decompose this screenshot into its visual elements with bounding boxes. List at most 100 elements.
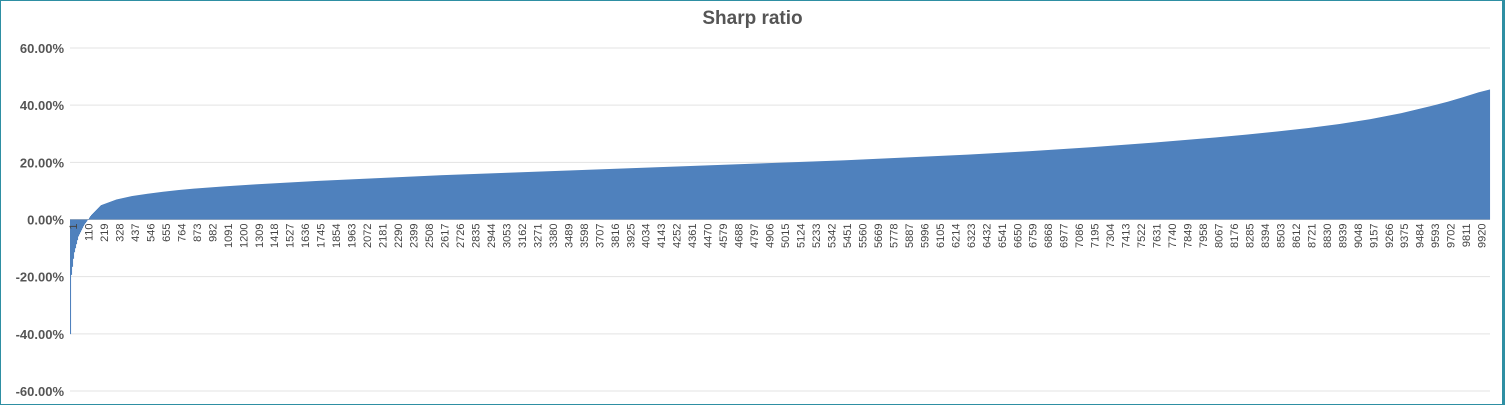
x-tick-label: 7958 bbox=[1198, 224, 1210, 248]
bar bbox=[857, 159, 859, 220]
bar bbox=[621, 168, 623, 220]
bar bbox=[661, 167, 663, 220]
bar bbox=[1395, 114, 1397, 220]
bar bbox=[1318, 126, 1320, 220]
bar bbox=[229, 186, 231, 220]
bar bbox=[660, 167, 662, 220]
bar bbox=[889, 158, 891, 220]
bar bbox=[978, 154, 980, 220]
bar bbox=[1270, 132, 1272, 220]
bar bbox=[773, 162, 775, 220]
bar bbox=[737, 164, 739, 220]
bar bbox=[596, 169, 598, 220]
bar bbox=[623, 168, 625, 220]
bar bbox=[1292, 129, 1294, 220]
bar bbox=[562, 170, 564, 220]
bar bbox=[205, 187, 207, 220]
bar bbox=[381, 177, 383, 220]
bar bbox=[747, 163, 749, 220]
bar bbox=[314, 181, 316, 220]
bar bbox=[270, 183, 272, 220]
bar bbox=[357, 179, 359, 220]
x-tick-label: 6541 bbox=[997, 224, 1009, 248]
bar bbox=[1403, 112, 1405, 220]
bar bbox=[435, 175, 437, 220]
bar bbox=[1130, 144, 1132, 220]
bar bbox=[744, 164, 746, 220]
bar bbox=[759, 163, 761, 220]
bar bbox=[168, 191, 170, 220]
bar bbox=[784, 162, 786, 220]
bar bbox=[1153, 142, 1155, 220]
x-tick-label: 3271 bbox=[532, 224, 544, 248]
bar bbox=[1386, 116, 1388, 220]
bar bbox=[892, 158, 894, 220]
bar bbox=[671, 166, 673, 220]
bar bbox=[82, 219, 84, 229]
bar bbox=[155, 192, 157, 220]
bar bbox=[1325, 125, 1327, 220]
bar bbox=[399, 177, 401, 220]
x-tick-label: 655 bbox=[161, 224, 173, 242]
bar bbox=[1461, 97, 1463, 220]
bar bbox=[1427, 106, 1429, 220]
bar bbox=[694, 165, 696, 220]
bar bbox=[360, 178, 362, 220]
bar bbox=[919, 156, 921, 220]
bar bbox=[535, 171, 537, 220]
bar bbox=[1274, 131, 1276, 220]
bar bbox=[583, 169, 585, 220]
bar bbox=[261, 184, 263, 220]
bar bbox=[242, 185, 244, 220]
bar bbox=[911, 157, 913, 220]
bar bbox=[179, 189, 181, 220]
bar bbox=[672, 166, 674, 220]
bar bbox=[1281, 131, 1283, 220]
bar bbox=[580, 170, 582, 220]
bar bbox=[1389, 115, 1391, 220]
bar bbox=[419, 176, 421, 220]
bar bbox=[316, 180, 318, 220]
bar bbox=[87, 219, 89, 221]
x-tick-label: 6759 bbox=[1028, 224, 1040, 248]
bar bbox=[99, 206, 101, 220]
bar bbox=[825, 161, 827, 220]
bar bbox=[1347, 122, 1349, 220]
bar bbox=[1487, 90, 1489, 220]
bar bbox=[1120, 145, 1122, 220]
bar bbox=[1379, 117, 1381, 220]
bar bbox=[1048, 149, 1050, 220]
bar bbox=[1047, 150, 1049, 220]
bar bbox=[1408, 111, 1410, 220]
bar bbox=[1309, 127, 1311, 220]
bar bbox=[1304, 128, 1306, 220]
bar bbox=[1057, 149, 1059, 220]
x-tick-label: 2072 bbox=[362, 224, 374, 248]
bar bbox=[529, 171, 531, 220]
bar bbox=[1036, 150, 1038, 220]
bar bbox=[666, 166, 668, 220]
bar bbox=[1212, 137, 1214, 220]
bar bbox=[890, 158, 892, 220]
bar bbox=[1302, 128, 1304, 220]
bar bbox=[1413, 110, 1415, 220]
bar bbox=[1311, 127, 1313, 220]
bar bbox=[633, 168, 635, 220]
bar bbox=[1360, 120, 1362, 220]
bar bbox=[245, 185, 247, 220]
bar bbox=[599, 169, 601, 220]
bar bbox=[850, 160, 852, 220]
bar bbox=[471, 174, 473, 220]
bar bbox=[1440, 103, 1442, 220]
bar bbox=[703, 165, 705, 220]
bar bbox=[395, 177, 397, 220]
bar bbox=[496, 173, 498, 220]
bar bbox=[1478, 92, 1480, 220]
x-tick-label: 1418 bbox=[269, 224, 281, 248]
bar bbox=[1170, 141, 1172, 220]
bar bbox=[810, 161, 812, 220]
bar bbox=[1213, 137, 1215, 220]
bar bbox=[1424, 107, 1426, 220]
x-tick-label: 5233 bbox=[811, 224, 823, 248]
bar bbox=[1412, 110, 1414, 220]
